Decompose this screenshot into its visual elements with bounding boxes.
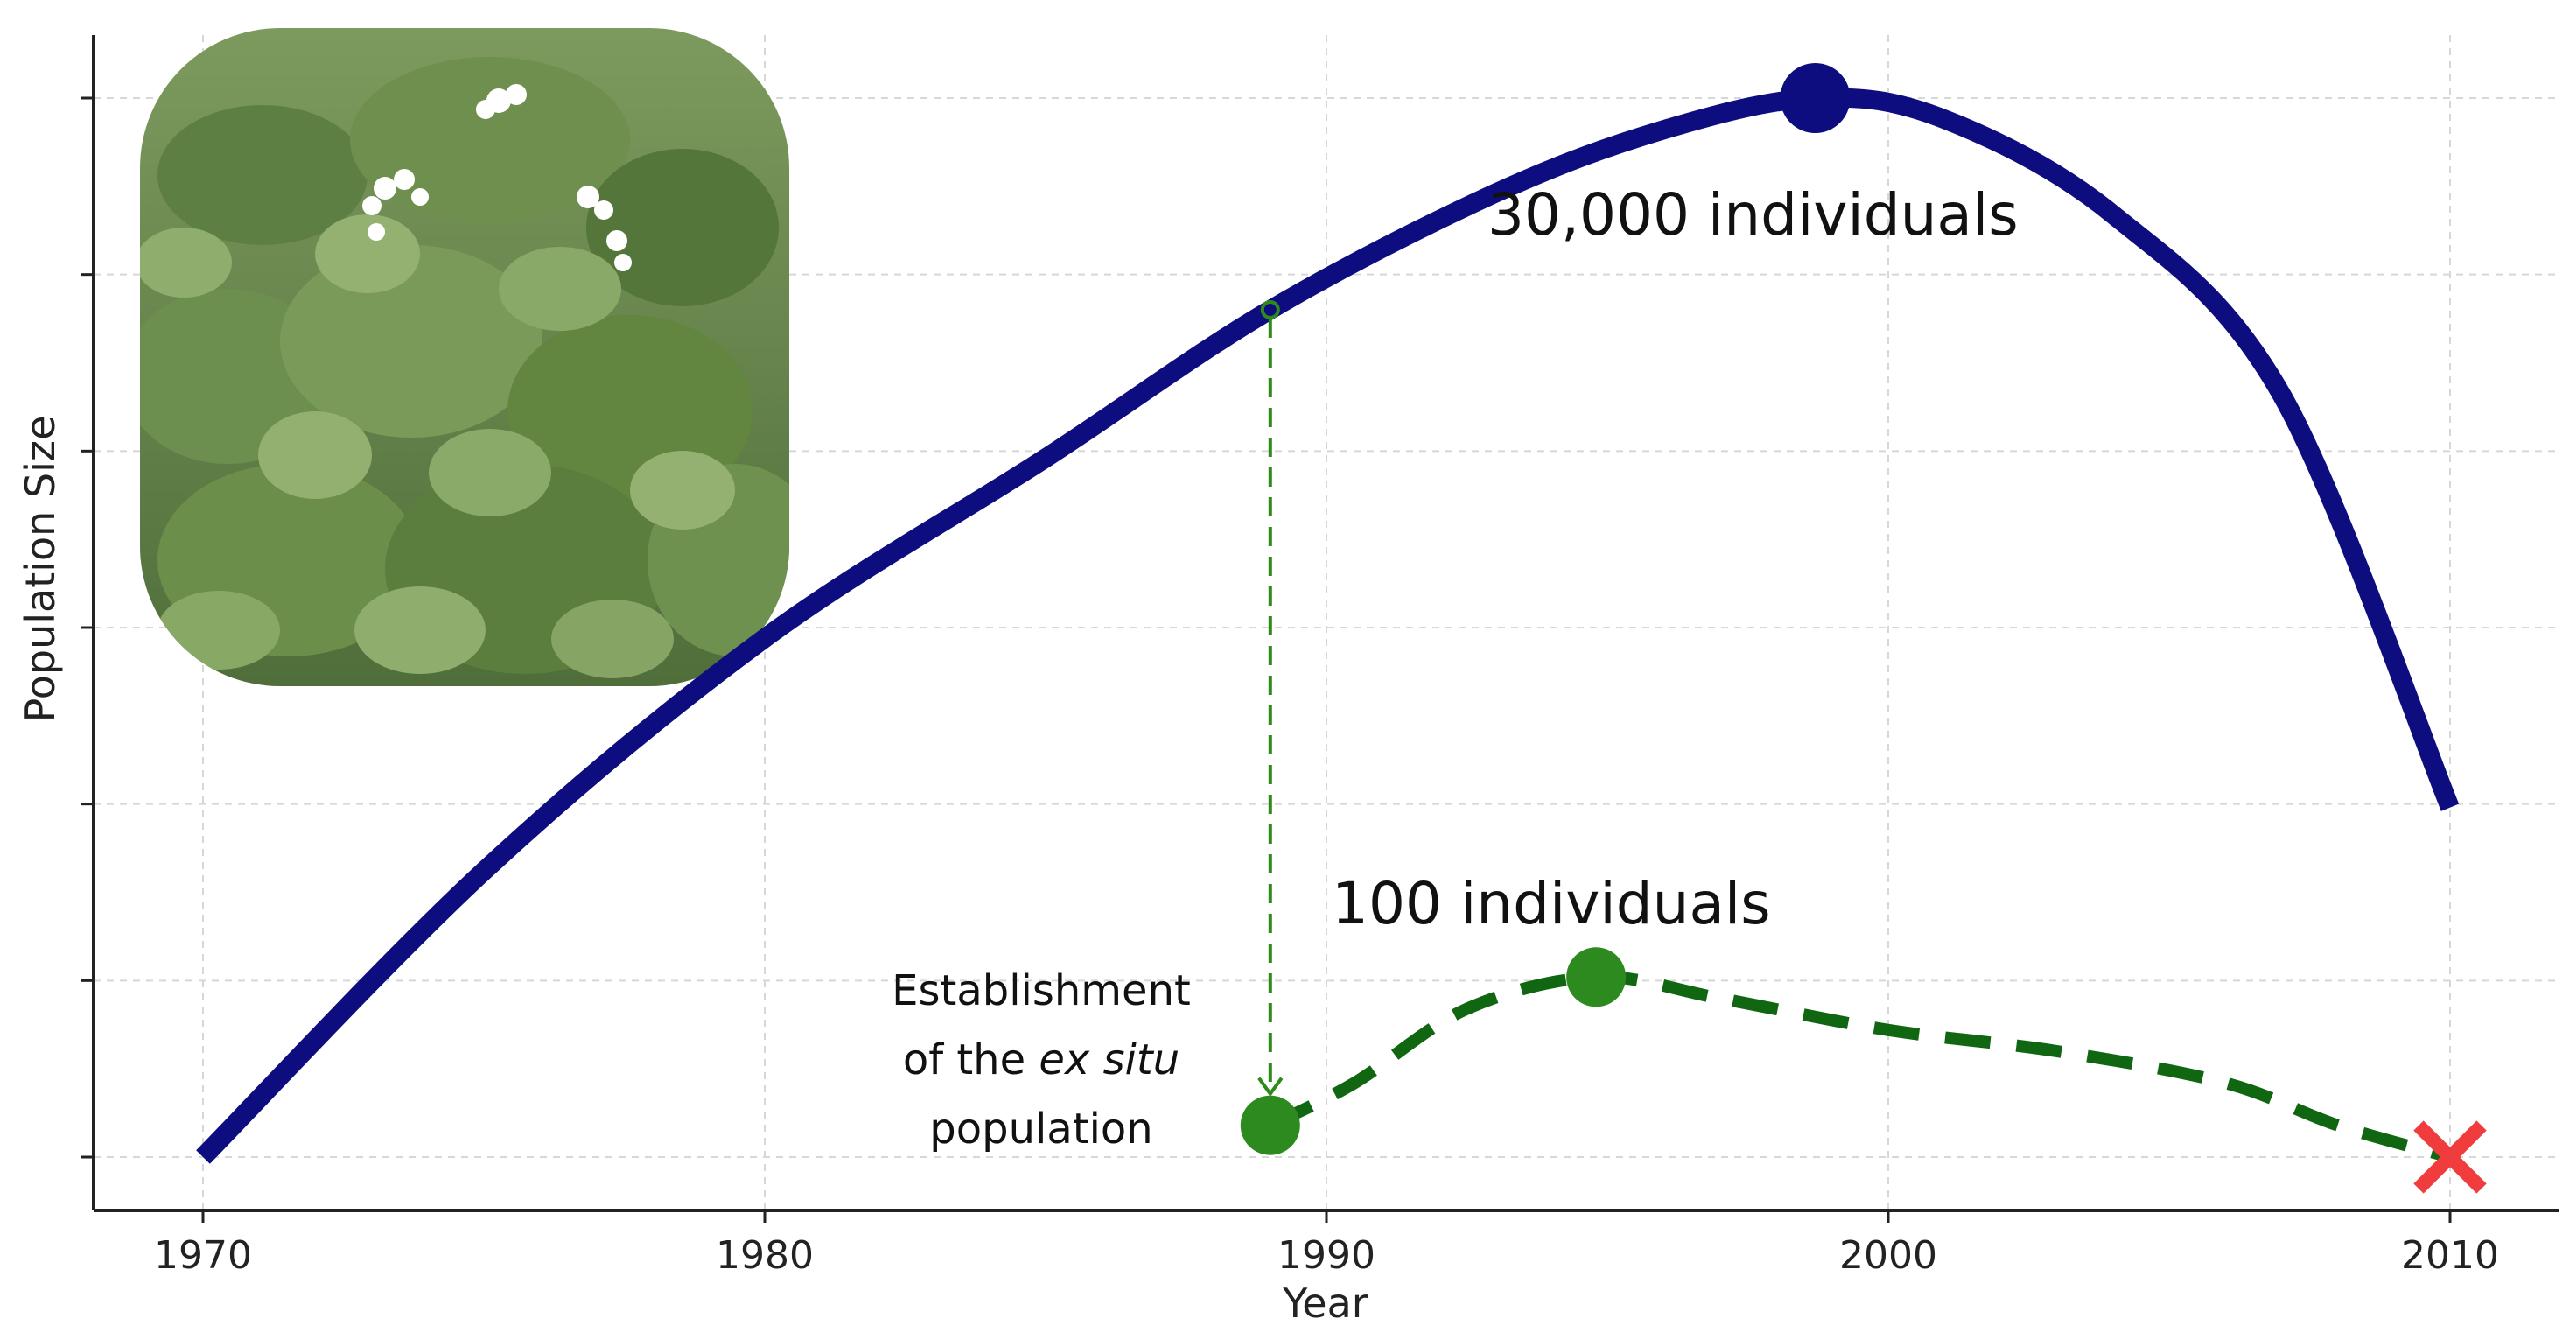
ex-situ-population-series: [1240, 300, 2487, 1194]
wild-population-series: [196, 63, 2460, 1164]
x-tick-label: 1990: [1278, 1233, 1376, 1278]
wild-peak-marker: [1780, 63, 1851, 133]
establishment-origin-marker: [1260, 300, 1280, 319]
ex-situ-start-marker: [1240, 1095, 1300, 1155]
establishment-line-3: population: [929, 1105, 1152, 1154]
extinction-stroke: [2413, 1120, 2487, 1194]
establishment-annotation: Establishment of the ex situ population: [892, 966, 1191, 1154]
peak-label: 30,000 individuals: [1488, 181, 2019, 249]
ex-situ-population-line: [1267, 971, 2452, 1163]
x-tick-label: 1980: [716, 1233, 814, 1278]
y-axis-title: Population Size: [17, 416, 64, 723]
establishment-line-1: Establishment: [892, 966, 1191, 1015]
x-tick-label: 2000: [1839, 1233, 1937, 1278]
x-tick-label: 2010: [2401, 1233, 2499, 1278]
establishment-line-2: of the ex situ: [903, 1035, 1180, 1084]
x-ticks: 1970 1980 1990 2000 2010: [154, 1210, 2499, 1278]
x-axis-title: Year: [1282, 1280, 1368, 1327]
y-ticks: [81, 96, 94, 1159]
wild-population-line: [196, 88, 2460, 1164]
ex-situ-peak-label: 100 individuals: [1332, 870, 1771, 937]
ex-situ-peak-marker: [1566, 947, 1627, 1007]
establishment-arrow-head: [1257, 1077, 1284, 1098]
x-tick-label: 1970: [154, 1233, 252, 1278]
plant-photo: [140, 28, 789, 686]
establishment-line-2-italic: ex situ: [1039, 1035, 1180, 1084]
establishment-line-2-prefix: of the: [903, 1035, 1040, 1084]
extinction-marker: [2413, 1120, 2487, 1194]
